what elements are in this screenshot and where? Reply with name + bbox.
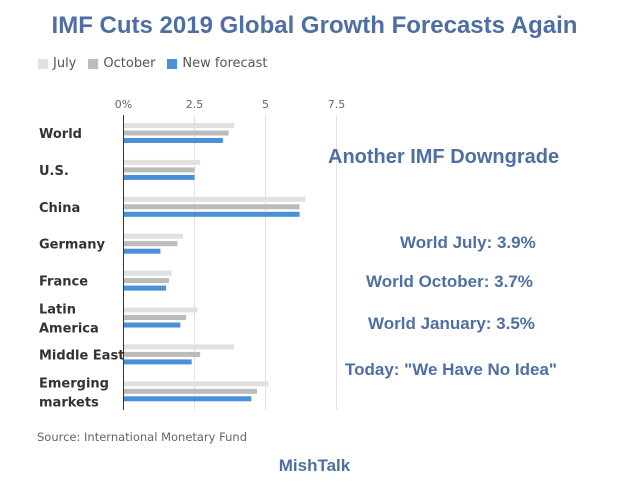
- legend-item-july: July: [38, 56, 76, 71]
- category-label: Middle East: [39, 348, 124, 363]
- bar-july: [123, 307, 198, 313]
- bar-october: [123, 167, 195, 173]
- chart-title: IMF Cuts 2019 Global Growth Forecasts Ag…: [51, 12, 578, 39]
- bar-new-forecast: [123, 285, 167, 291]
- branding: MishTalk: [278, 456, 351, 475]
- category-label: Latin America: [39, 303, 99, 337]
- bar-october: [123, 351, 201, 357]
- legend-label-new-forecast: New forecast: [182, 56, 268, 71]
- legend-label-july: July: [53, 56, 77, 71]
- legend-swatch-october: [88, 58, 99, 69]
- category-label: Emerging markets: [39, 376, 109, 410]
- category-label: France: [39, 275, 88, 290]
- bar-july: [123, 270, 172, 276]
- legend-swatch-new-forecast: [167, 58, 178, 69]
- bar-july: [123, 196, 306, 202]
- bar-october: [123, 278, 169, 284]
- legend-item-october: October: [88, 56, 155, 71]
- bar-new-forecast: [123, 138, 223, 143]
- bar-october: [123, 315, 186, 320]
- x-tick-label: 0%: [115, 98, 132, 111]
- legend: July October New forecast: [38, 56, 279, 71]
- bar-new-forecast: [123, 322, 181, 328]
- legend-label-october: October: [103, 56, 156, 71]
- annotation-today: Today: "We Have No Idea": [345, 360, 557, 379]
- x-tick-label: 5: [262, 98, 269, 111]
- annotation-world-october: World October: 3.7%: [366, 272, 533, 291]
- category-labels: World U.S. China Germany France Latin America M…: [39, 127, 124, 410]
- bar-july: [123, 123, 235, 128]
- bar-october: [123, 130, 229, 136]
- annotation-headline: Another IMF Downgrade: [328, 146, 560, 168]
- category-label: U.S.: [39, 164, 69, 179]
- bar-new-forecast: [123, 174, 195, 180]
- bars: [123, 123, 306, 402]
- gridlines: [194, 115, 337, 410]
- bar-july: [123, 381, 269, 387]
- bar-july: [123, 344, 235, 350]
- annotation-world-july: World July: 3.9%: [400, 233, 536, 252]
- legend-item-new-forecast: New forecast: [167, 56, 267, 71]
- bar-july: [123, 233, 184, 239]
- annotation-world-january: World January: 3.5%: [368, 314, 535, 333]
- bar-new-forecast: [123, 211, 300, 217]
- bar-october: [123, 241, 178, 247]
- bar-new-forecast: [123, 396, 252, 402]
- bar-october: [123, 204, 300, 210]
- legend-swatch-july: [38, 58, 48, 69]
- category-label: World: [39, 127, 82, 142]
- category-label: China: [39, 201, 80, 216]
- bar-new-forecast: [123, 248, 161, 254]
- bar-new-forecast: [123, 359, 192, 365]
- bar-july: [123, 159, 201, 165]
- x-tick-label: 7.5: [328, 98, 346, 111]
- x-tick-labels: 0% 2.5 5 7.5: [115, 98, 345, 111]
- category-label: Germany: [39, 238, 105, 253]
- source-note: Source: International Monetary Fund: [37, 430, 248, 444]
- x-tick-label: 2.5: [186, 98, 204, 111]
- bar-october: [123, 388, 257, 394]
